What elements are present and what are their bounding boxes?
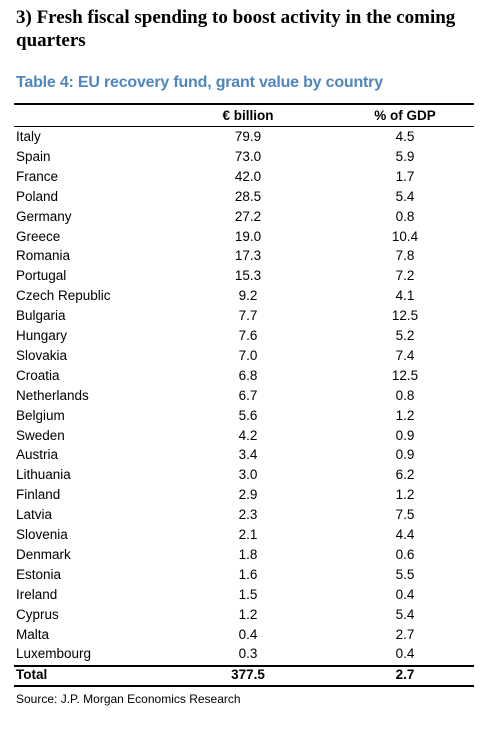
value: 7.5 [395, 507, 415, 523]
value: 2.3 [238, 507, 258, 523]
country: Lithuania [16, 467, 71, 483]
value: 0.4 [238, 626, 258, 642]
total: Total [16, 667, 48, 682]
country: Ireland [16, 586, 58, 602]
country: France [16, 168, 59, 184]
country: Hungary [16, 328, 68, 343]
value: 3.0 [238, 467, 258, 483]
heading: 3) Fresh fiscal spending to boost activi… [16, 7, 456, 51]
country: Luxembourg [16, 646, 92, 662]
value: 1.2 [395, 487, 415, 503]
value: 0.4 [395, 586, 415, 602]
country: Sweden [16, 427, 65, 443]
country: Romania [16, 248, 71, 264]
top-rule [14, 103, 474, 105]
value: 7.2 [395, 268, 415, 284]
country: Spain [16, 148, 51, 164]
country: Italy [16, 129, 41, 144]
value: 0.3 [238, 646, 258, 662]
value: 4.2 [238, 427, 258, 443]
value: 4.5 [395, 129, 415, 144]
value: 0.8 [395, 387, 415, 403]
value: 5.4 [395, 188, 415, 204]
country: Estonia [16, 566, 62, 582]
value: 7.7 [238, 308, 258, 324]
total: 377.5 [231, 667, 265, 682]
country: Portugal [16, 268, 67, 284]
country: Finland [16, 487, 61, 503]
header-rule [14, 126, 474, 127]
value: 1.7 [395, 168, 415, 184]
value: 0.6 [395, 546, 415, 562]
value: 1.5 [238, 586, 258, 602]
value: 5.9 [395, 148, 415, 164]
value: 5.6 [238, 407, 258, 423]
value: 19.0 [234, 228, 262, 244]
value: 1.6 [238, 566, 258, 582]
country: Latvia [16, 507, 53, 523]
country: Malta [16, 626, 50, 642]
column-header: % of GDP [374, 108, 436, 123]
value: 15.3 [234, 268, 262, 284]
country: Slovenia [16, 527, 68, 542]
value: 0.9 [395, 447, 415, 463]
country: Austria [16, 447, 59, 463]
value: 79.9 [234, 129, 262, 144]
value: 12.5 [391, 367, 419, 383]
column-header: € billion [222, 108, 274, 123]
value: 1.2 [238, 606, 258, 622]
value: 7.6 [238, 328, 258, 343]
value: 10.4 [391, 228, 419, 244]
value: 12.5 [391, 308, 419, 324]
value: 73.0 [234, 148, 262, 164]
country: Bulgaria [16, 308, 66, 324]
value: 3.4 [238, 447, 258, 463]
country: Belgium [16, 407, 65, 423]
country: Greece [16, 228, 61, 244]
country: Germany [16, 208, 72, 224]
country: Poland [16, 188, 59, 204]
value: 42.0 [234, 168, 262, 184]
value: 2.9 [238, 487, 258, 503]
value: 4.1 [395, 288, 415, 304]
total-rule [14, 665, 474, 667]
value: 5.5 [395, 566, 415, 582]
value: 27.2 [234, 208, 262, 224]
value: 1.8 [238, 546, 258, 562]
value: 0.8 [395, 208, 415, 224]
value: 6.2 [395, 467, 415, 483]
value: 5.2 [395, 328, 415, 343]
value: 17.3 [234, 248, 262, 264]
country: Cyprus [16, 606, 59, 622]
value: 7.0 [238, 347, 258, 363]
country: Croatia [16, 367, 60, 383]
source: Source: J.P. Morgan Economics Research [16, 692, 241, 706]
value: 6.7 [238, 387, 258, 403]
value: 6.8 [238, 367, 258, 383]
value: 7.4 [395, 347, 415, 363]
value: 5.4 [395, 606, 415, 622]
country: Netherlands [16, 387, 89, 403]
value: 0.4 [395, 646, 415, 662]
value: 9.2 [238, 288, 258, 304]
bottom-rule [14, 685, 474, 687]
value: 0.9 [395, 427, 415, 443]
country: Slovakia [16, 347, 68, 363]
value: 4.4 [395, 527, 415, 542]
value: 2.7 [395, 626, 415, 642]
country: Czech Republic [16, 288, 111, 304]
country: Denmark [16, 546, 71, 562]
total: 2.7 [395, 667, 415, 682]
table-title: Table 4: EU recovery fund, grant value b… [16, 74, 383, 91]
value: 2.1 [238, 527, 258, 542]
value: 1.2 [395, 407, 415, 423]
value: 28.5 [234, 188, 262, 204]
value: 7.8 [395, 248, 415, 264]
